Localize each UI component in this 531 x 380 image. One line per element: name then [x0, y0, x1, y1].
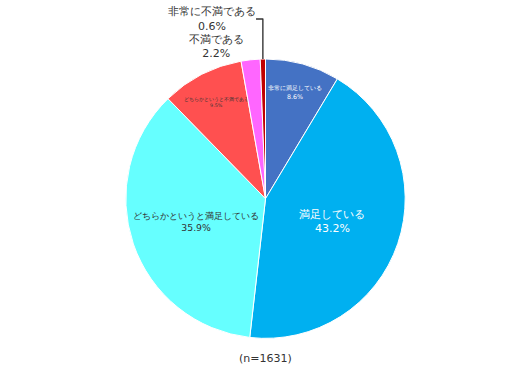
- svg-text:どちらかというと不満である9.5%: どちらかというと不満である9.5%: [184, 96, 249, 108]
- svg-text:非常に不満である0.6%: 非常に不満である0.6%: [168, 5, 256, 32]
- svg-text:(n=1631): (n=1631): [239, 352, 292, 365]
- svg-text:満足している43.2%: 満足している43.2%: [299, 208, 365, 235]
- svg-text:不満である2.2%: 不満である2.2%: [189, 33, 244, 60]
- svg-text:どちらかというと満足している35.9%: どちらかというと満足している35.9%: [133, 210, 259, 233]
- svg-text:非常に満足している8.6%: 非常に満足している8.6%: [268, 84, 322, 99]
